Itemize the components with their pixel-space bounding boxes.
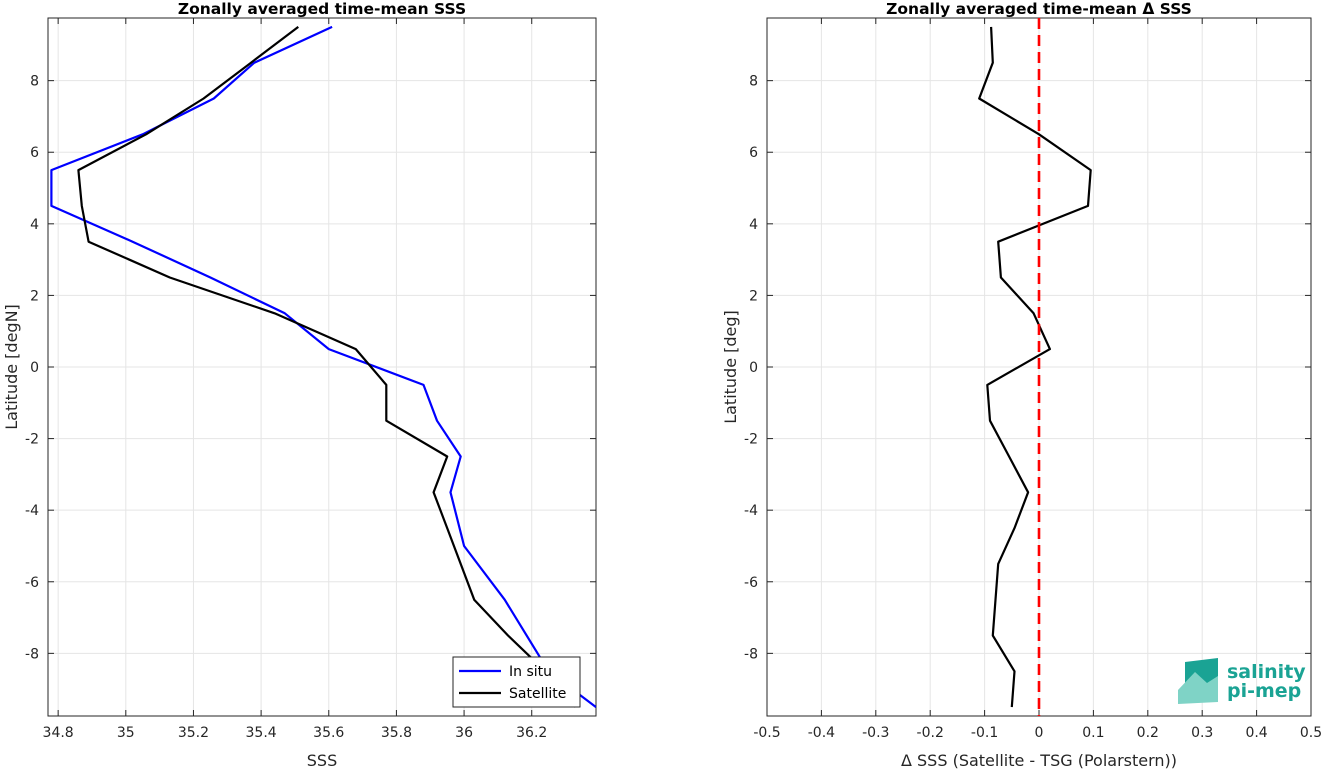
y-tick-label: -4 — [25, 503, 39, 519]
x-tick-label: 35 — [117, 725, 135, 741]
x-tick-label: 35.8 — [381, 725, 412, 741]
x-tick-label: -0.2 — [917, 725, 944, 741]
series-group — [50, 25, 596, 708]
x-tick-label: 34.8 — [43, 725, 74, 741]
sss-plot: 34.8 35 35.2 35.4 35.6 35.8 36 36.2 -8 -6 -4 -2 0 2 4 6… — [2, 0, 597, 769]
chart-title: Zonally averaged time-mean Δ SSS — [886, 0, 1192, 18]
y-tick-label: 8 — [749, 74, 758, 90]
legend-label: In situ — [509, 664, 552, 680]
x-axis-label: SSS — [307, 751, 337, 769]
series-group — [978, 18, 1092, 716]
y-tick-label: -2 — [744, 432, 758, 448]
x-tick-label: 0.4 — [1245, 725, 1267, 741]
y-tick-label: 2 — [749, 288, 758, 304]
legend-box — [452, 656, 581, 708]
y-tick-label: -4 — [744, 503, 758, 519]
x-tick-label: -0.1 — [971, 725, 998, 741]
x-tick-label: 35.6 — [313, 725, 344, 741]
delta-sss-plot: -0.5 -0.4 -0.3 -0.2 -0.1 0 0.1 0.2 0.3 0.4 0.5 -8 -6… — [721, 0, 1322, 769]
y-axis-label: Latitude [deg] — [721, 310, 740, 424]
x-tick-label: 0.2 — [1137, 725, 1159, 741]
x-tick-label: -0.5 — [753, 725, 780, 741]
y-tick-label: -8 — [25, 646, 39, 662]
y-tick-label: 4 — [749, 217, 758, 233]
x-tick-label: -0.4 — [808, 725, 835, 741]
x-tick-label: 0.5 — [1300, 725, 1322, 741]
x-tick-label: 35.4 — [246, 725, 277, 741]
x-axis-label: Δ SSS (Satellite - TSG (Polarstern)) — [901, 751, 1177, 769]
y-tick-label: -2 — [25, 432, 39, 448]
logo-mark-front — [1178, 672, 1218, 704]
legend: In situ Satellite — [452, 656, 581, 708]
series-line-satellite — [77, 26, 577, 708]
y-tick-label: 8 — [30, 74, 39, 90]
x-tick-label: 36.2 — [516, 725, 547, 741]
salinity-pimep-logo: salinity pi-mep — [1178, 658, 1306, 704]
legend-label: Satellite — [509, 686, 566, 702]
x-tick-label: -0.3 — [862, 725, 889, 741]
y-tick-label: -8 — [744, 646, 758, 662]
y-tick-label: 0 — [749, 360, 758, 376]
y-tick-label: 2 — [30, 288, 39, 304]
y-tick-label: 4 — [30, 217, 39, 233]
x-tick-label: 0.3 — [1191, 725, 1213, 741]
x-tick-label: 0 — [1035, 725, 1044, 741]
y-tick-label: 0 — [30, 360, 39, 376]
y-tick-label: 6 — [30, 145, 39, 161]
x-tick-label: 35.2 — [178, 725, 209, 741]
logo-text-pimep: pi-mep — [1227, 680, 1301, 702]
y-tick-label: 6 — [749, 145, 758, 161]
x-tick-label: 36 — [455, 725, 473, 741]
y-tick-label: -6 — [744, 575, 758, 591]
y-axis-label: Latitude [degN] — [2, 304, 21, 430]
y-tick-label: -6 — [25, 575, 39, 591]
x-tick-label: 0.1 — [1082, 725, 1104, 741]
series-line-delta — [978, 26, 1092, 708]
chart-title: Zonally averaged time-mean SSS — [178, 0, 466, 18]
logo-text-salinity: salinity — [1227, 661, 1306, 683]
